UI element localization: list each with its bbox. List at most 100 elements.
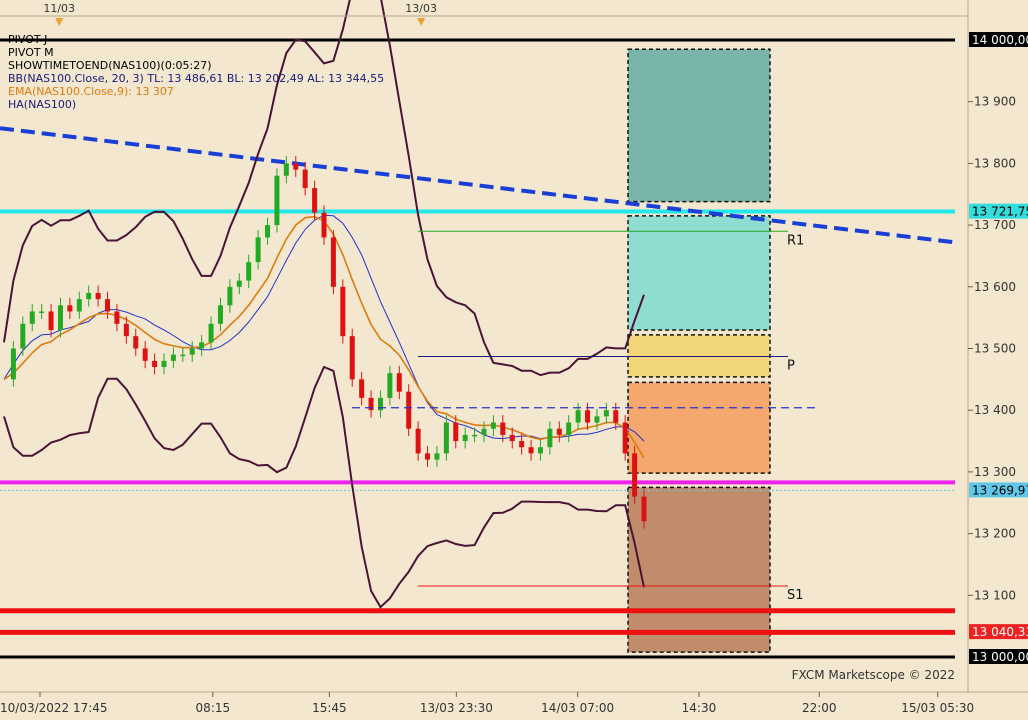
candle-body	[105, 299, 111, 312]
x-tick-label: 15:45	[312, 701, 347, 715]
candle-body	[10, 348, 16, 380]
pivot-label: R1	[787, 233, 804, 248]
candle-body	[236, 280, 242, 287]
y-tick-label: 13 700	[974, 218, 1016, 232]
price-tag-box	[969, 649, 1028, 664]
x-tick-label: 13/03 23:30	[420, 701, 493, 715]
legend-heikin-ashi[interactable]: HA(NAS100)	[8, 98, 77, 111]
candle-body	[283, 163, 289, 176]
candle-body	[396, 373, 402, 392]
candle-body	[142, 348, 148, 361]
candle-body	[170, 354, 176, 361]
y-tick-label: 13 900	[974, 95, 1016, 109]
y-tick-label: 13 300	[974, 465, 1016, 479]
y-tick-label: 13 100	[974, 588, 1016, 602]
candle-body	[603, 410, 609, 417]
pivot-label: P	[787, 359, 795, 374]
candle-body	[330, 237, 336, 287]
trendline	[0, 126, 956, 245]
top-date-marker: 11/03	[43, 2, 75, 15]
candle-body	[622, 422, 628, 454]
price-axis[interactable]: 13 100 13 200 13 300 13 400 13 500 13 600 13 7…	[968, 95, 1016, 603]
candle-body	[180, 354, 186, 357]
candle-body	[481, 428, 487, 435]
candle-body	[453, 422, 459, 442]
price-tag-label: 13 269,97	[972, 483, 1028, 497]
footer-credit: FXCM Marketscope © 2022	[792, 668, 955, 682]
price-tags: 14 000,00 13 721,75 13 269,97 13 040,33 13 0…	[969, 32, 1028, 664]
candle-body	[528, 447, 534, 454]
candle-body	[434, 453, 440, 460]
candle-body	[340, 286, 346, 337]
candle-body	[349, 336, 355, 380]
candle-body	[57, 305, 63, 330]
candle-body	[217, 305, 223, 324]
candle-body	[67, 305, 73, 312]
legend-pivot-m[interactable]: PIVOT M	[8, 46, 54, 59]
x-tick-label: 14/03 07:00	[541, 701, 614, 715]
candle-body	[575, 410, 581, 423]
time-axis[interactable]: 10/03/2022 17:45 08:15 15:45 13/03 23:30 14/…	[0, 2, 974, 715]
zones-layer	[627, 48, 771, 653]
zone-box	[627, 334, 771, 378]
candle-body	[519, 441, 525, 448]
y-tick-label: 13 600	[974, 280, 1016, 294]
y-tick-label: 13 200	[974, 527, 1016, 541]
candle-body	[274, 175, 280, 226]
candle-body	[114, 311, 120, 324]
candle-body	[490, 422, 496, 429]
bollinger-upper	[3, 0, 645, 377]
candle-body	[302, 169, 308, 189]
candle-body	[152, 360, 158, 368]
candle-body	[472, 434, 478, 437]
candle-body	[189, 348, 195, 355]
candle-body	[415, 428, 421, 454]
price-tag-label: 13 040,33	[972, 625, 1028, 639]
legend-ema[interactable]: EMA(NAS100.Close,9): 13 307	[8, 85, 174, 98]
candle-body	[368, 397, 374, 411]
candle-body	[133, 336, 139, 349]
bollinger-lower	[3, 365, 645, 609]
candle-body	[199, 342, 205, 349]
top-event-marker	[417, 18, 426, 26]
candle-body	[594, 416, 600, 423]
candle-body	[123, 323, 129, 337]
candle-body	[443, 422, 449, 454]
x-tick-label: 14:30	[682, 701, 717, 715]
levels-layer: R1 P S1	[352, 230, 820, 603]
zone-box	[627, 48, 771, 203]
legend-pivot-j[interactable]: PIVOT J	[8, 33, 48, 46]
candle-body	[265, 225, 271, 238]
candle-body	[255, 237, 261, 263]
candle-body	[556, 428, 562, 435]
top-date-marker: 13/03	[405, 2, 437, 15]
candle-body	[48, 311, 54, 330]
candle-body	[227, 286, 233, 306]
candle-body	[462, 434, 468, 442]
legend-time-to-end[interactable]: SHOWTIMETOEND(NAS100)(0:05:27)	[8, 59, 212, 72]
price-tag-box	[969, 32, 1028, 47]
candle-body	[387, 373, 393, 398]
candle-body	[632, 453, 638, 497]
candle-body	[641, 496, 647, 522]
candles-layer	[10, 155, 647, 529]
y-tick-label: 13 800	[974, 156, 1016, 170]
candle-body	[613, 410, 619, 423]
legend-bollinger[interactable]: BB(NAS100.Close, 20, 3) TL: 13 486,61 BL…	[8, 72, 385, 85]
candle-body	[406, 391, 412, 429]
candle-body	[359, 379, 365, 398]
zone-box	[627, 215, 771, 331]
top-event-marker	[55, 18, 64, 26]
price-tag-label: 14 000,00	[972, 33, 1028, 47]
candle-body	[500, 422, 506, 435]
candle-body	[208, 323, 214, 343]
candle-body	[547, 428, 553, 448]
y-tick-label: 13 500	[974, 342, 1016, 356]
pivot-label: S1	[787, 588, 804, 603]
candle-body	[509, 434, 515, 442]
candle-body	[425, 453, 431, 460]
zone-box	[627, 486, 771, 653]
price-tag-box	[969, 203, 1028, 219]
candle-body	[20, 323, 26, 349]
